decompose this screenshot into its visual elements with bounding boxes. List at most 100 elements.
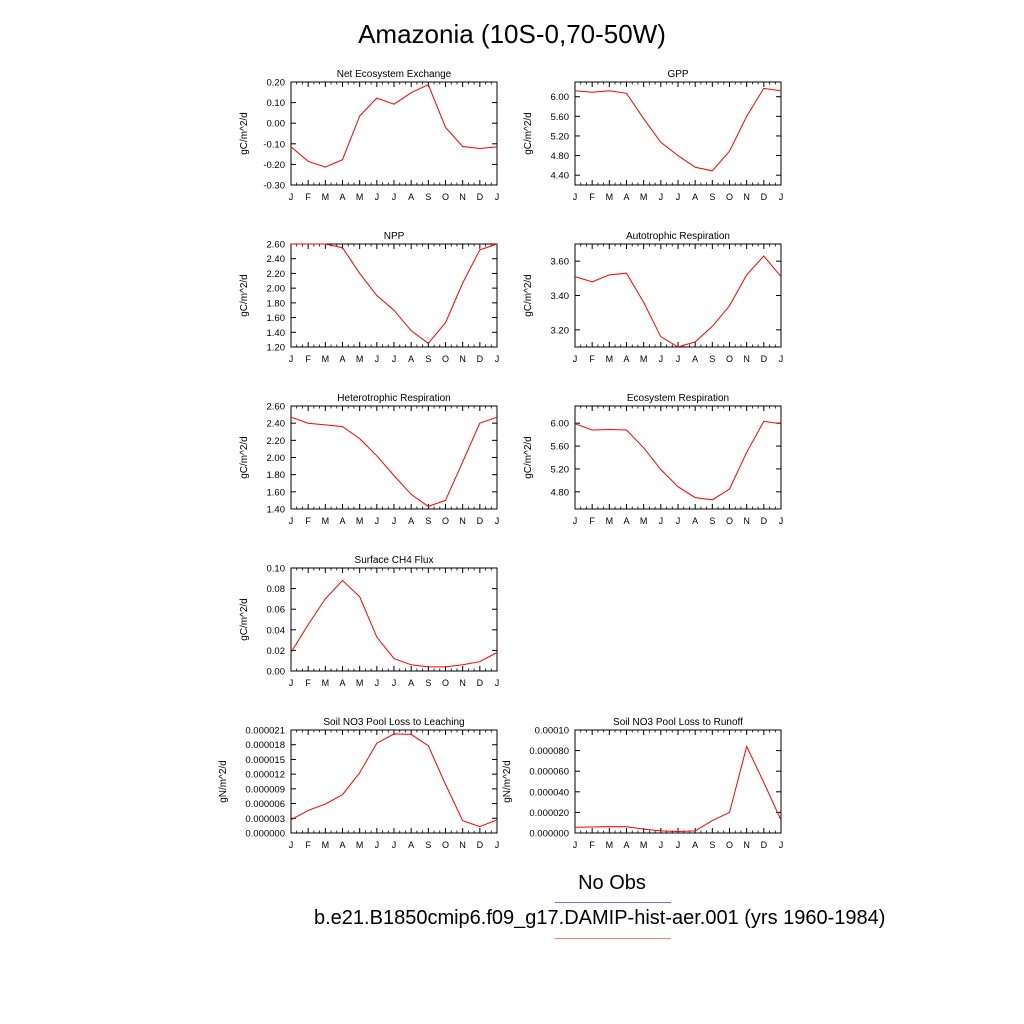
x-tick-label: D bbox=[761, 840, 768, 850]
x-tick-label: J bbox=[779, 840, 784, 850]
x-tick-label: M bbox=[322, 354, 330, 364]
x-tick-label: S bbox=[709, 354, 715, 364]
plot-frame bbox=[290, 243, 498, 348]
x-tick-label: J bbox=[289, 516, 294, 526]
y-tick-label: 0.000012 bbox=[245, 770, 285, 781]
y-axis-label: gC/m^2/d bbox=[239, 436, 250, 479]
panel-title: Ecosystem Respiration bbox=[627, 393, 729, 404]
y-tick-label: 5.60 bbox=[551, 442, 570, 453]
x-tick-label: N bbox=[743, 840, 750, 850]
x-tick-label: M bbox=[356, 678, 364, 688]
y-tick-label: 4.80 bbox=[551, 487, 570, 498]
y-tick-label: -0.10 bbox=[263, 139, 285, 150]
x-tick-label: O bbox=[442, 192, 449, 202]
panel-title: Soil NO3 Pool Loss to Leaching bbox=[323, 717, 464, 728]
x-tick-label: J bbox=[495, 840, 500, 850]
y-tick-label: 0.04 bbox=[267, 625, 286, 636]
plot-frame bbox=[574, 405, 782, 510]
x-tick-label: M bbox=[356, 840, 364, 850]
x-tick-label: A bbox=[408, 516, 414, 526]
plot-frame bbox=[574, 729, 782, 834]
y-tick-label: 4.80 bbox=[551, 151, 570, 162]
x-tick-label: M bbox=[356, 354, 364, 364]
y-tick-label: 0.000080 bbox=[529, 746, 569, 757]
x-tick-label: M bbox=[322, 192, 330, 202]
x-tick-label: F bbox=[589, 840, 595, 850]
x-tick-label: S bbox=[425, 354, 431, 364]
y-tick-label: 2.40 bbox=[267, 254, 286, 265]
y-axis-label: gC/m^2/d bbox=[239, 598, 250, 641]
x-tick-label: S bbox=[425, 840, 431, 850]
x-tick-label: J bbox=[659, 192, 664, 202]
x-tick-label: J bbox=[779, 516, 784, 526]
x-tick-label: O bbox=[442, 516, 449, 526]
x-tick-label: J bbox=[676, 354, 681, 364]
y-tick-label: 3.20 bbox=[551, 325, 570, 336]
x-tick-label: J bbox=[375, 516, 380, 526]
panel-title: Net Ecosystem Exchange bbox=[337, 69, 452, 80]
legend-case-label: b.e21.B1850cmip6.f09_g17.DAMIP-hist-aer.… bbox=[314, 907, 886, 929]
y-tick-label: 0.000040 bbox=[529, 787, 569, 798]
x-tick-label: J bbox=[289, 840, 294, 850]
legend-no-obs-label: No Obs bbox=[578, 872, 646, 894]
x-tick-label: S bbox=[425, 516, 431, 526]
x-tick-label: J bbox=[289, 678, 294, 688]
y-tick-label: 2.60 bbox=[267, 240, 286, 251]
x-tick-label: M bbox=[640, 840, 648, 850]
y-tick-label: 1.40 bbox=[267, 328, 286, 339]
x-tick-label: J bbox=[573, 192, 578, 202]
x-tick-label: M bbox=[322, 516, 330, 526]
x-tick-label: J bbox=[495, 354, 500, 364]
x-tick-label: J bbox=[392, 354, 397, 364]
y-tick-label: 1.80 bbox=[267, 298, 286, 309]
y-axis-label: gN/m^2/d bbox=[502, 760, 513, 803]
plot-frame bbox=[290, 729, 498, 834]
x-tick-label: M bbox=[322, 840, 330, 850]
x-tick-label: F bbox=[589, 354, 595, 364]
x-tick-label: F bbox=[305, 192, 311, 202]
x-tick-label: O bbox=[442, 840, 449, 850]
series-line bbox=[290, 84, 498, 168]
x-tick-label: J bbox=[392, 678, 397, 688]
x-tick-label: A bbox=[408, 354, 414, 364]
y-axis-label: gC/m^2/d bbox=[239, 274, 250, 317]
x-tick-label: J bbox=[375, 192, 380, 202]
x-tick-label: O bbox=[726, 192, 733, 202]
x-tick-label: O bbox=[726, 354, 733, 364]
legend-case-swatch bbox=[555, 938, 671, 939]
x-tick-label: J bbox=[573, 840, 578, 850]
panel-8: Soil NO3 Pool Loss to Leaching gN/m^2/d J F… bbox=[218, 717, 499, 850]
x-tick-label: A bbox=[339, 840, 345, 850]
y-tick-label: 5.20 bbox=[551, 464, 570, 475]
x-tick-label: J bbox=[392, 840, 397, 850]
panel-title: NPP bbox=[384, 231, 405, 242]
y-tick-label: 5.20 bbox=[551, 131, 570, 142]
x-tick-label: J bbox=[375, 678, 380, 688]
x-tick-label: S bbox=[709, 516, 715, 526]
plot-frame bbox=[574, 243, 782, 348]
y-tick-label: 0.000060 bbox=[529, 767, 569, 778]
y-tick-label: 0.10 bbox=[267, 564, 286, 575]
panel-title: Surface CH4 Flux bbox=[355, 555, 434, 566]
y-tick-label: 2.60 bbox=[267, 402, 286, 413]
x-tick-label: J bbox=[659, 516, 664, 526]
x-tick-label: J bbox=[495, 192, 500, 202]
x-tick-label: J bbox=[289, 354, 294, 364]
series-line bbox=[291, 243, 498, 344]
figure-title: Amazonia (10S-0,70-50W) bbox=[358, 19, 666, 49]
x-tick-label: N bbox=[459, 192, 466, 202]
y-tick-label: 1.20 bbox=[267, 343, 286, 354]
y-tick-label: 0.000003 bbox=[245, 814, 285, 825]
x-tick-label: M bbox=[322, 678, 330, 688]
x-tick-label: O bbox=[442, 678, 449, 688]
x-tick-label: F bbox=[589, 192, 595, 202]
x-tick-label: D bbox=[477, 516, 484, 526]
x-tick-label: F bbox=[305, 678, 311, 688]
x-tick-label: N bbox=[459, 840, 466, 850]
y-tick-label: 1.60 bbox=[267, 313, 286, 324]
